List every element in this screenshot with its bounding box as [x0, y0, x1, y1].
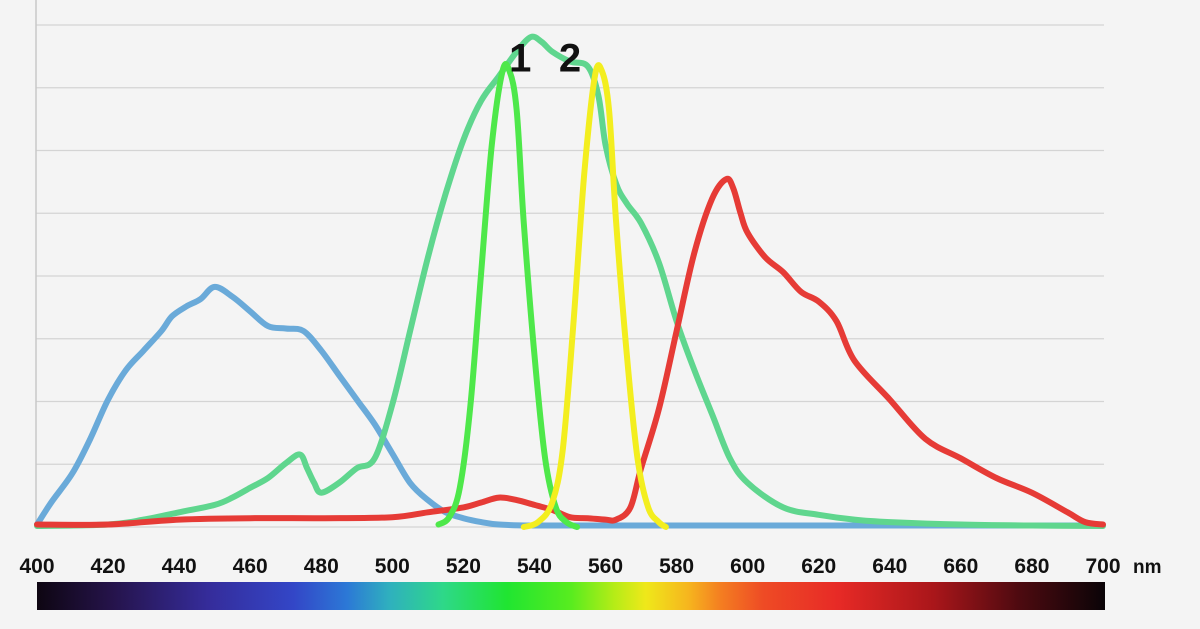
x-tick-label: 680 — [1014, 555, 1049, 578]
x-tick-label: 440 — [162, 555, 197, 578]
series-line-5 — [520, 62, 669, 530]
x-tick-label: 620 — [801, 555, 836, 578]
x-tick-label: 460 — [233, 555, 268, 578]
series-group — [34, 33, 1106, 530]
peak-annotation-1: 1 — [509, 36, 531, 80]
x-tick-label: 520 — [446, 555, 481, 578]
visible-spectrum-bar — [37, 582, 1105, 610]
x-tick-label: 560 — [588, 555, 623, 578]
peak-annotation-2: 2 — [559, 36, 581, 80]
x-tick-label: 540 — [517, 555, 552, 578]
x-axis-ticks: 400 420 440 460 480 500 520 540 560 580 600 620 640 6… — [19, 555, 1161, 578]
series-line-4 — [435, 61, 581, 530]
series-line-3 — [34, 175, 1106, 528]
x-tick-label: 580 — [659, 555, 694, 578]
x-tick-label: 400 — [19, 555, 54, 578]
x-tick-label: 660 — [943, 555, 978, 578]
x-tick-label: 420 — [91, 555, 126, 578]
series-line-2 — [34, 33, 1106, 529]
x-tick-label: 600 — [730, 555, 765, 578]
x-tick-label: 500 — [375, 555, 410, 578]
x-tick-label: 700 — [1085, 555, 1120, 578]
x-tick-label: 640 — [872, 555, 907, 578]
x-unit-label: nm — [1133, 557, 1162, 578]
x-tick-label: 480 — [304, 555, 339, 578]
